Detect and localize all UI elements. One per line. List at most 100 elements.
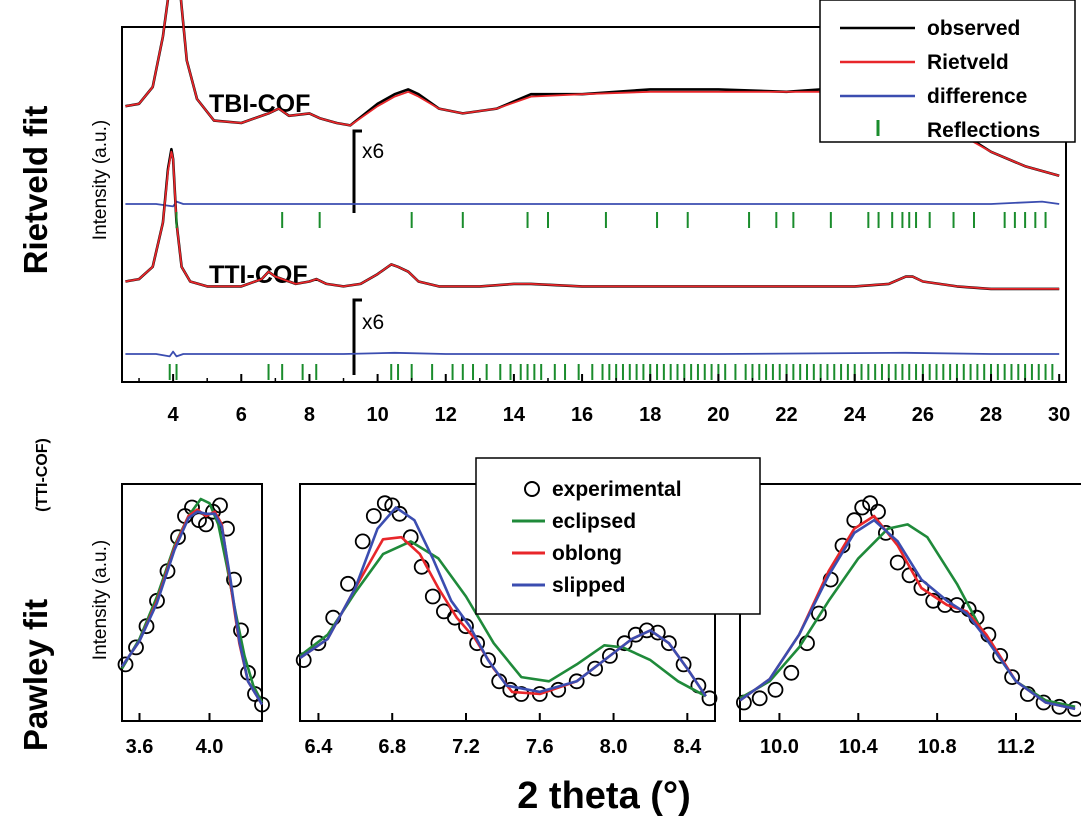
scale-break-bracket-tbi xyxy=(352,129,362,213)
experimental-point xyxy=(226,571,242,588)
experimental-point xyxy=(354,533,371,550)
legend-experimental-marker xyxy=(524,481,540,497)
experimental-point xyxy=(310,635,327,652)
x-tick-label: 3.6 xyxy=(126,736,154,758)
experimental-point xyxy=(675,656,692,673)
series-slipped-panel-3 xyxy=(739,518,1076,711)
x-tick-label: 18 xyxy=(639,404,661,426)
experimental-point xyxy=(1004,669,1020,685)
rietveld-legend: observed Rietveld difference Reflections xyxy=(819,0,1076,143)
x-tick-label: 4.0 xyxy=(196,736,224,758)
x-tick-label: 10.8 xyxy=(918,736,957,758)
experimental-point xyxy=(254,696,270,713)
experimental-point xyxy=(811,605,827,622)
tti-cof-label: TTI-COF xyxy=(209,261,308,289)
series-slipped-panel-2 xyxy=(299,506,707,697)
rietveld-x-axis: 4 6 8 10 12 14 16 18 20 22 24 26 28 30 xyxy=(138,374,1070,426)
x-tick-label: 22 xyxy=(775,404,797,426)
experimental-point xyxy=(638,622,655,639)
experimental-point xyxy=(783,664,800,681)
experimental-point xyxy=(424,588,441,605)
experimental-point xyxy=(198,516,214,533)
experimental-point xyxy=(587,660,603,677)
experimental-point xyxy=(446,609,463,626)
pawley-panel-1-frame xyxy=(121,483,263,722)
x-tick-label: 8.0 xyxy=(600,736,628,758)
scale-factor-tbi: x6 xyxy=(362,140,384,163)
pawley-ylabel: Intensity (a.u.) xyxy=(90,540,111,660)
x-tick-label: 30 xyxy=(1048,404,1070,426)
legend-observed-label: observed xyxy=(927,17,1020,40)
series-difference-tbi-cof xyxy=(125,200,1060,208)
experimental-point xyxy=(992,648,1009,664)
experimental-point xyxy=(117,656,134,673)
legend-eclipsed-label: eclipsed xyxy=(552,510,636,533)
series-eclipsed-panel-2 xyxy=(299,540,707,698)
x-tick-label: 16 xyxy=(571,404,593,426)
x-tick-label: 12 xyxy=(435,404,457,426)
x-tick-label: 8.4 xyxy=(673,736,702,758)
pawley-curves xyxy=(117,495,1081,717)
rietveld-plot-frame xyxy=(121,26,1067,383)
series-difference-tti-cof xyxy=(125,350,1060,358)
experimental-point xyxy=(212,497,228,514)
tbi-cof-label: TBI-COF xyxy=(209,90,310,118)
experimental-point xyxy=(649,624,666,641)
series-eclipsed-panel-1 xyxy=(120,497,264,704)
pawley-panel-3-frame xyxy=(739,483,1081,722)
experimental-point xyxy=(870,503,886,520)
rietveld-title: Rietveld fit xyxy=(17,106,54,275)
experimental-point xyxy=(878,525,894,541)
x-tick-label: 14 xyxy=(503,404,526,426)
pawley-legend: experimental eclipsed oblong slipped xyxy=(475,457,761,615)
experimental-point xyxy=(854,499,871,516)
experimental-point xyxy=(340,575,356,592)
x-tick-label: 6.8 xyxy=(378,736,406,758)
legend-difference-label: difference xyxy=(927,85,1027,108)
legend-reflections-label: Reflections xyxy=(927,119,1040,142)
rietveld-legend-box xyxy=(819,0,1076,143)
experimental-point xyxy=(661,635,677,652)
experimental-point xyxy=(128,639,144,656)
x-tick-label: 24 xyxy=(844,404,867,426)
experimental-point xyxy=(616,635,633,652)
x-tick-label: 20 xyxy=(707,404,729,426)
legend-rietveld-label: Rietveld xyxy=(927,51,1009,74)
pawley-title: Pawley fit xyxy=(17,599,54,751)
x-tick-label: 10.0 xyxy=(760,736,799,758)
experimental-point xyxy=(480,652,497,668)
x-tick-label: 10 xyxy=(366,404,388,426)
x-tick-label: 6.4 xyxy=(305,736,334,758)
x-tick-label: 4 xyxy=(168,404,180,426)
x-axis-title: 2 theta (°) xyxy=(517,775,691,817)
experimental-point xyxy=(568,673,585,690)
experimental-point xyxy=(365,508,382,524)
experimental-point xyxy=(1067,701,1081,717)
pawley-subtitle: (TTI-COF) xyxy=(34,438,51,512)
series-slipped-panel-1 xyxy=(120,510,264,706)
legend-experimental-label: experimental xyxy=(552,478,682,501)
x-tick-label: 10.4 xyxy=(839,736,879,758)
experimental-point xyxy=(767,681,784,698)
legend-oblong-label: oblong xyxy=(552,542,622,565)
x-tick-label: 6 xyxy=(236,404,247,426)
experimental-point xyxy=(862,495,878,512)
x-tick-label: 28 xyxy=(980,404,1002,426)
x-tick-label: 8 xyxy=(304,404,315,426)
x-tick-label: 7.6 xyxy=(526,736,554,758)
experimental-point xyxy=(502,681,519,698)
rietveld-ylabel: Intensity (a.u.) xyxy=(90,120,111,240)
experimental-point xyxy=(751,690,768,707)
legend-slipped-label: slipped xyxy=(552,574,626,597)
experimental-point xyxy=(469,635,486,652)
x-tick-label: 11.2 xyxy=(997,736,1035,758)
experimental-point xyxy=(602,648,618,664)
x-tick-label: 26 xyxy=(912,404,934,426)
scale-break-bracket-tti xyxy=(352,298,362,375)
pawley-x-axes: 3.6 4.0 6.4 6.8 7.2 7.6 8.0 8.4 10.0 10.4 10.8 11.2 xyxy=(126,713,1035,758)
x-tick-label: 7.2 xyxy=(452,736,480,758)
experimental-point xyxy=(889,554,906,571)
pawley-legend-box xyxy=(475,457,761,615)
scale-factor-tti: x6 xyxy=(362,311,384,334)
